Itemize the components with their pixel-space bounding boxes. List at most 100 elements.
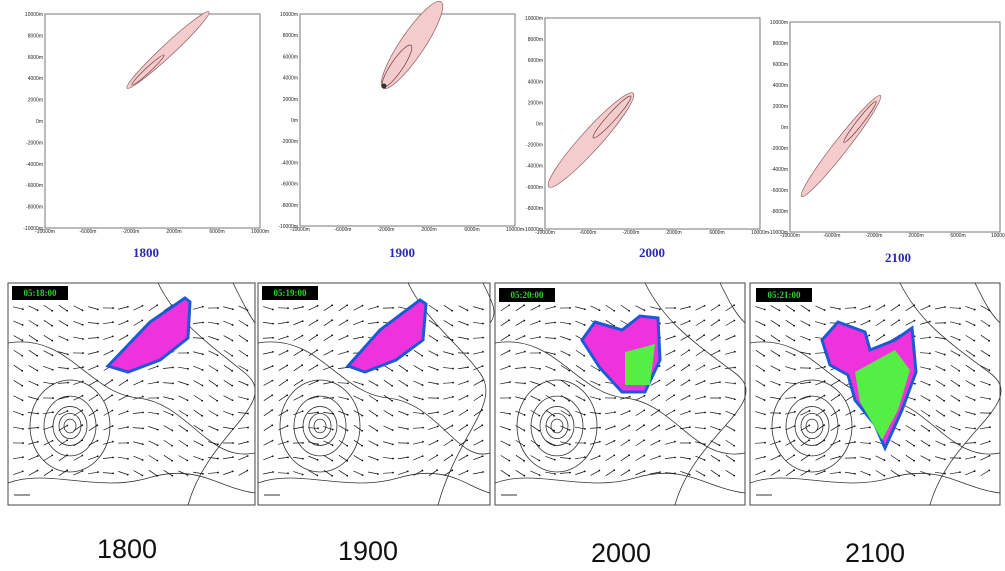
arrow-head — [112, 321, 114, 324]
wind-arrow — [590, 305, 600, 311]
arrow-head — [331, 365, 334, 368]
y-tick-label: 10000m — [280, 12, 298, 18]
arrow-head — [361, 444, 364, 447]
arrow-head — [659, 471, 661, 474]
wind-arrow — [223, 395, 233, 401]
wind-arrow — [590, 365, 600, 371]
wind-arrow — [338, 470, 348, 476]
wind-arrow — [58, 410, 68, 416]
arrow-head — [271, 379, 274, 382]
wind-arrow — [500, 365, 510, 371]
wind-arrow — [192, 337, 204, 339]
arrow-head — [231, 308, 234, 311]
x-tick-label: -10000m — [290, 227, 310, 233]
y-tick-label: -6000m — [281, 182, 298, 188]
y-tick-label: 2000m — [528, 100, 543, 106]
wind-arrow — [337, 367, 349, 369]
wind-arrow — [353, 336, 363, 340]
arrow-head — [346, 429, 349, 432]
wind-arrow — [500, 304, 510, 312]
wind-arrow — [950, 471, 960, 475]
arrow-head — [36, 324, 39, 327]
contour — [749, 472, 1001, 494]
wind-arrow — [605, 319, 615, 327]
wind-arrow — [103, 410, 113, 416]
arrow-head — [944, 321, 946, 324]
arrow-head — [216, 338, 219, 341]
arrow-head — [508, 365, 511, 368]
arrow-head — [66, 324, 69, 327]
contour — [545, 412, 569, 440]
wind-arrow — [695, 470, 705, 476]
arrow-head — [808, 338, 811, 341]
arrow-head — [246, 324, 249, 327]
wind-arrow — [725, 335, 735, 341]
wind-arrow — [515, 351, 525, 355]
wind-arrow — [28, 305, 38, 311]
panel-label: 2100 — [885, 250, 911, 265]
arrow-head — [156, 474, 159, 477]
wind-arrow — [443, 304, 453, 312]
wind-arrow — [193, 440, 203, 446]
wind-arrow — [323, 440, 333, 446]
arrow-head — [568, 399, 571, 402]
arrow-head — [36, 354, 39, 357]
arrow-head — [21, 308, 24, 311]
wind-arrow — [13, 471, 23, 475]
arrow-head — [361, 474, 364, 476]
arrow-head — [171, 459, 174, 462]
arrow-head — [568, 369, 571, 372]
wind-arrow — [920, 409, 930, 417]
wind-arrow — [800, 470, 810, 476]
wind-arrow — [398, 380, 408, 386]
arrow-head — [718, 304, 721, 307]
wind-arrow — [58, 425, 68, 431]
arrow-head — [201, 399, 204, 402]
arrow-head — [613, 454, 616, 457]
contour — [539, 406, 575, 446]
wind-arrow — [208, 379, 218, 387]
wind-arrow — [443, 439, 453, 447]
arrow-head — [568, 338, 571, 341]
arrow-head — [272, 336, 274, 339]
arrow-head — [704, 427, 706, 430]
wind-arrow — [965, 456, 975, 460]
wind-arrow — [500, 350, 510, 356]
arrow-head — [689, 442, 691, 444]
wind-arrow — [163, 396, 173, 400]
arrow-head — [689, 457, 691, 460]
arrow-head — [271, 455, 274, 458]
arrow-head — [436, 454, 439, 457]
wind-arrow — [650, 471, 660, 475]
wind-arrow — [620, 396, 630, 400]
wind-arrow — [770, 305, 780, 311]
wind-arrow — [307, 427, 319, 429]
wind-arrow — [208, 321, 218, 325]
arrow-head — [523, 414, 526, 416]
arrow-head — [271, 409, 274, 412]
arrow-head — [538, 304, 541, 307]
arrow-head — [36, 339, 39, 342]
wind-arrow — [383, 425, 393, 431]
arrow-head — [598, 384, 601, 386]
arrow-head — [271, 471, 274, 473]
contour — [279, 379, 361, 473]
wind-arrow — [263, 394, 273, 402]
arrow-head — [301, 473, 304, 476]
x-tick-label: 6000m — [950, 233, 965, 239]
arrow-head — [928, 473, 931, 476]
wind-arrow — [695, 380, 705, 386]
wind-arrow — [148, 304, 158, 312]
wind-arrow — [875, 305, 885, 311]
arrow-head — [839, 471, 841, 474]
arrow-head — [481, 350, 484, 353]
timestamp: 05:21:00 — [768, 290, 801, 300]
arrow-head — [808, 395, 811, 398]
wind-arrow — [590, 455, 600, 461]
wind-arrow — [133, 305, 143, 311]
arrow-head — [316, 319, 319, 322]
wind-arrow — [308, 334, 318, 342]
arrow-head — [51, 324, 54, 327]
wind-arrow — [428, 350, 438, 356]
wind-arrow — [338, 425, 348, 431]
